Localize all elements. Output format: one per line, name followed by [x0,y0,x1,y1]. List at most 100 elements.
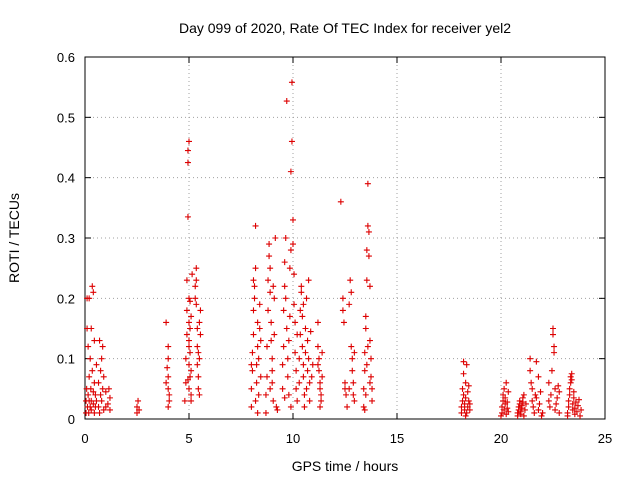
data-point [296,379,303,386]
data-point [550,325,556,332]
data-point [98,355,105,362]
x-tick-label: 25 [598,431,612,446]
data-point [572,399,579,406]
data-point [363,361,370,368]
data-point [567,373,574,380]
data-point [265,307,272,314]
y-tick-label: 0.5 [57,110,75,125]
data-point [346,385,353,392]
data-point [361,349,368,356]
data-point [566,391,573,398]
data-point [100,373,107,380]
y-tick-label: 0.4 [57,171,75,186]
data-point [545,397,552,404]
y-tick-label: 0.1 [57,352,75,367]
x-tick-label: 15 [390,431,404,446]
data-point [283,98,290,105]
data-point [574,402,581,409]
data-point [461,406,468,413]
y-tick-label: 0.6 [57,50,75,65]
data-point [466,406,473,413]
data-point [163,379,170,386]
data-point [288,138,295,145]
data-point [346,301,353,308]
data-point [194,361,201,368]
data-point [291,301,298,308]
data-point [292,319,299,326]
data-point [97,367,104,374]
data-point [193,277,200,284]
chart-title: Day 099 of 2020, Rate Of TEC Index for r… [179,20,511,36]
data-point [166,391,173,398]
data-point [548,367,555,374]
data-point [337,198,344,205]
data-point [286,313,293,320]
data-point [250,277,257,284]
data-point [268,319,275,326]
data-point [187,298,194,305]
data-point [302,349,309,356]
data-point [344,403,351,410]
data-point [317,385,324,392]
data-point [256,301,263,308]
data-point [279,361,286,368]
x-tick-label: 20 [494,431,508,446]
data-point [520,412,527,419]
data-point [196,355,203,362]
data-point [249,349,256,356]
data-point [303,385,310,392]
data-point [348,289,355,296]
data-point [461,400,468,407]
data-point [100,406,107,413]
data-point [294,397,301,404]
data-point [303,295,310,302]
data-point [197,331,204,338]
data-point [186,343,192,350]
data-point [105,385,112,392]
data-point [363,277,370,284]
data-point [339,295,346,302]
data-point [462,394,469,401]
data-point [255,391,262,398]
data-point [553,400,560,407]
data-point [269,367,276,374]
data-point [270,283,277,290]
data-point [270,397,277,404]
data-point [498,412,504,419]
data-point [197,307,204,314]
data-point [517,408,524,415]
x-tick-label: 10 [286,431,300,446]
data-point [290,216,296,223]
data-point [545,379,552,386]
data-point [364,222,371,229]
data-point [196,319,203,326]
axis-ticks: 0 5 10 15 20 25 0 0.1 0.2 0.3 0.4 0.5 0.6 [57,50,612,446]
data-point [350,379,357,386]
data-point [282,235,289,241]
data-point [500,397,507,404]
data-point [183,307,190,314]
data-point [186,295,192,302]
data-point [297,307,304,314]
data-point [254,409,261,416]
data-point [317,379,324,386]
data-point [89,283,96,290]
data-point [136,406,143,413]
data-point [194,343,201,350]
data-point [87,355,94,362]
data-point [568,370,575,377]
data-point [90,400,97,407]
data-point [460,370,467,377]
data-point [96,337,103,344]
data-point [250,331,257,338]
data-point [340,319,347,326]
data-point [535,406,542,413]
data-point [298,283,305,290]
data-point [189,271,196,278]
data-point [273,403,280,410]
data-point [292,349,299,356]
data-point [184,376,191,383]
data-point [252,397,259,404]
data-point [99,385,106,392]
data-point [104,400,111,407]
